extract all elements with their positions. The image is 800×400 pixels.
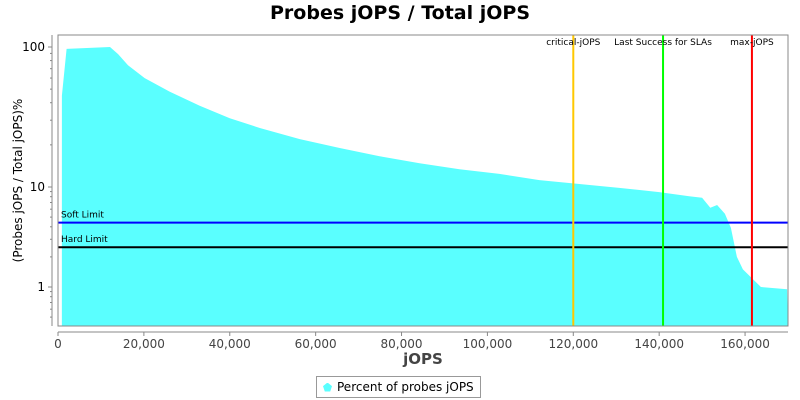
y-axis-label: (Probes jOPS / Total jOPS)% (11, 99, 25, 263)
x-tick-label: 20,000 (123, 337, 165, 351)
marker-label: max-jOPS (730, 38, 774, 48)
x-tick-label: 160,000 (720, 337, 770, 351)
legend-swatch-icon (323, 382, 332, 392)
x-tick-label: 80,000 (381, 337, 423, 351)
series-area (61, 47, 789, 326)
y-tick-label: 10 (30, 180, 45, 194)
x-tick-label: 100,000 (463, 337, 513, 351)
x-tick-label: 40,000 (209, 337, 251, 351)
legend: Percent of probes jOPS (316, 376, 481, 398)
limit-label: Soft Limit (61, 211, 104, 221)
chart-title: Probes jOPS / Total jOPS (270, 2, 530, 24)
x-tick-label: 120,000 (548, 337, 598, 351)
x-tick-label: 140,000 (634, 337, 684, 351)
plot-border (57, 34, 789, 327)
marker-label: critical-jOPS (546, 38, 600, 48)
y-tick-label: 100 (22, 40, 45, 54)
x-tick-label: 60,000 (295, 337, 337, 351)
x-axis-label: jOPS (402, 350, 443, 368)
y-tick-label: 1 (37, 280, 45, 294)
marker-label: Last Success for SLAs (614, 38, 712, 48)
legend-label: Percent of probes jOPS (337, 380, 474, 394)
x-tick-label: 0 (54, 337, 62, 351)
limit-label: Hard Limit (61, 235, 108, 245)
